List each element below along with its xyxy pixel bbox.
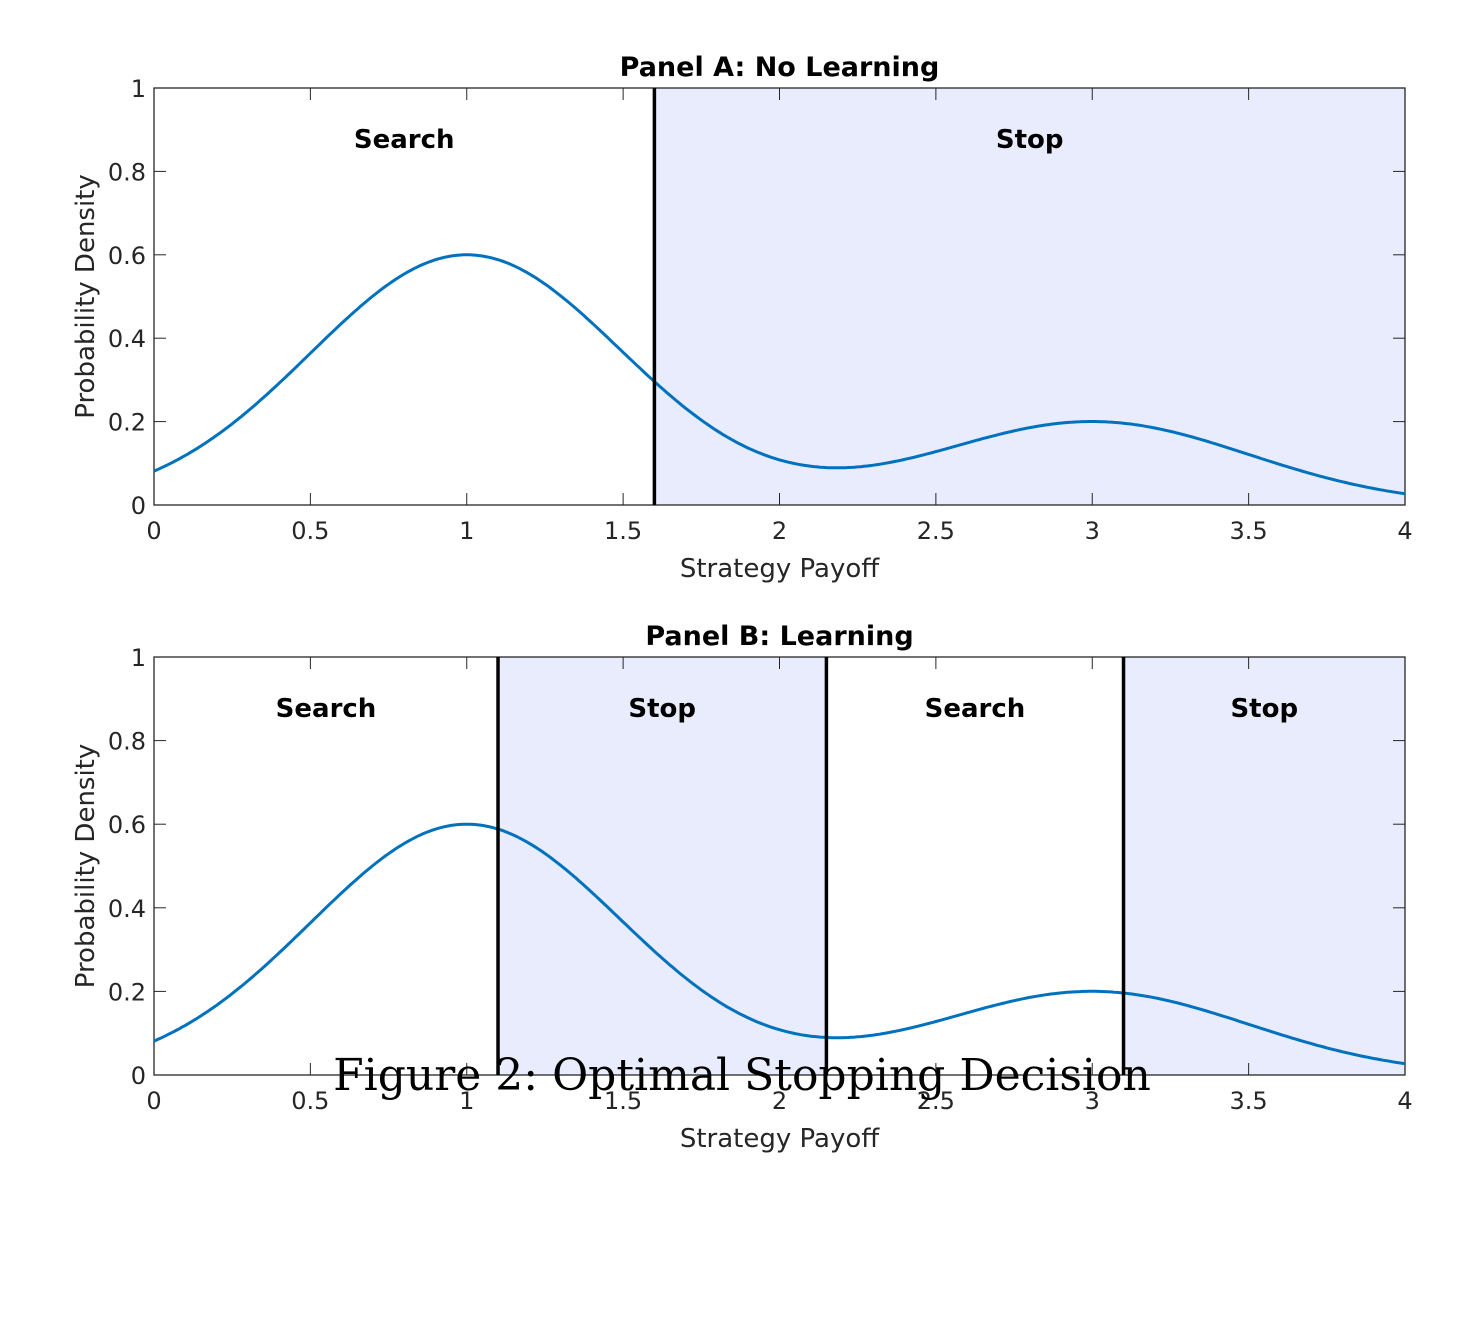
x-tick-label: 4	[1397, 517, 1412, 545]
panel-b: Search Stop Search Stop 0 0.5 1 1.5 2 2.5 3 3.5 4 0 0.…	[71, 621, 1413, 1154]
x-tick-label: 0.5	[291, 1087, 329, 1115]
y-tick-label: 0.8	[108, 158, 146, 186]
region-label: Stop	[628, 694, 696, 724]
x-tick-label: 0	[146, 517, 161, 545]
x-tick-label: 1	[459, 1087, 474, 1115]
density-curve	[153, 253, 1406, 496]
stop-region	[498, 657, 827, 1075]
panel-title: Panel A: No Learning	[620, 52, 940, 83]
region-label: Search	[276, 694, 377, 724]
y-tick-label: 0.8	[108, 728, 146, 756]
y-axis-label: Probability Density	[71, 174, 101, 419]
y-axis-label: Probability Density	[71, 744, 101, 989]
region-label: Search	[354, 125, 455, 155]
region-label: Search	[925, 694, 1026, 724]
y-tick-label: 0.4	[108, 325, 146, 353]
x-tick-label: 0	[146, 1087, 161, 1115]
y-tick-label: 1	[131, 75, 146, 103]
x-tick-label: 1.5	[604, 517, 642, 545]
region-label: Stop	[996, 125, 1064, 155]
x-tick-label: 2.5	[917, 1087, 955, 1115]
panel-title: Panel B: Learning	[645, 621, 913, 652]
x-tick-label: 2	[772, 517, 787, 545]
x-tick-label: 1	[459, 517, 474, 545]
figure-caption: Figure 2: Optimal Stopping Decision	[333, 1050, 1151, 1101]
y-tick-label: 0.6	[108, 811, 146, 839]
x-tick-label: 2.5	[917, 517, 955, 545]
x-tick-label: 1.5	[604, 1087, 642, 1115]
x-tick-label: 3	[1085, 1087, 1100, 1115]
y-tick-label: 0.2	[108, 978, 146, 1006]
stop-region	[654, 88, 1405, 505]
density-curve	[153, 822, 1406, 1066]
y-tick-label: 0	[131, 1062, 146, 1090]
x-axis-label: Strategy Payoff	[680, 554, 880, 584]
x-tick-label: 3.5	[1230, 517, 1268, 545]
y-tick-label: 0.4	[108, 895, 146, 923]
x-tick-label: 3	[1085, 517, 1100, 545]
x-tick-label: 0.5	[291, 517, 329, 545]
x-axis-label: Strategy Payoff	[680, 1124, 880, 1154]
y-tick-label: 0.6	[108, 242, 146, 270]
y-tick-label: 1	[131, 644, 146, 672]
stop-region	[1123, 657, 1405, 1075]
x-tick-label: 4	[1397, 1087, 1412, 1115]
panel-a: Search Stop 0 0.5 1 1.5 2 2.5 3 3.5 4 0 0.2 0.4 0.6 0.8…	[71, 52, 1413, 584]
y-tick-label: 0.2	[108, 409, 146, 437]
y-tick-label: 0	[131, 492, 146, 520]
x-tick-label: 3.5	[1230, 1087, 1268, 1115]
region-label: Stop	[1230, 694, 1298, 724]
x-tick-label: 2	[772, 1087, 787, 1115]
